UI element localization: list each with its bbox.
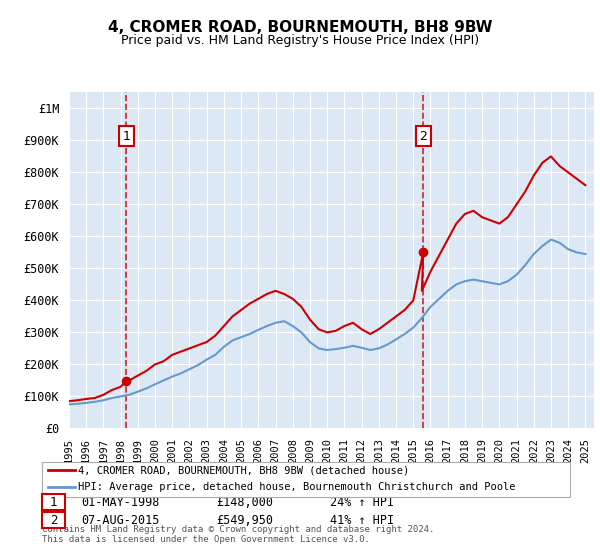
Text: 4, CROMER ROAD, BOURNEMOUTH, BH8 9BW: 4, CROMER ROAD, BOURNEMOUTH, BH8 9BW bbox=[108, 20, 492, 35]
Text: 41% ↑ HPI: 41% ↑ HPI bbox=[330, 514, 394, 527]
Text: 2: 2 bbox=[50, 514, 57, 527]
Text: Price paid vs. HM Land Registry's House Price Index (HPI): Price paid vs. HM Land Registry's House … bbox=[121, 34, 479, 46]
Text: £549,950: £549,950 bbox=[216, 514, 273, 527]
Text: HPI: Average price, detached house, Bournemouth Christchurch and Poole: HPI: Average price, detached house, Bour… bbox=[78, 482, 515, 492]
Text: 01-MAY-1998: 01-MAY-1998 bbox=[81, 496, 160, 509]
Text: 07-AUG-2015: 07-AUG-2015 bbox=[81, 514, 160, 527]
Text: 1: 1 bbox=[50, 496, 57, 509]
Text: 2: 2 bbox=[419, 129, 427, 143]
Text: £148,000: £148,000 bbox=[216, 496, 273, 509]
Text: Contains HM Land Registry data © Crown copyright and database right 2024.
This d: Contains HM Land Registry data © Crown c… bbox=[42, 525, 434, 544]
Text: 24% ↑ HPI: 24% ↑ HPI bbox=[330, 496, 394, 509]
Text: 4, CROMER ROAD, BOURNEMOUTH, BH8 9BW (detached house): 4, CROMER ROAD, BOURNEMOUTH, BH8 9BW (de… bbox=[78, 465, 409, 475]
Text: 1: 1 bbox=[122, 129, 130, 143]
